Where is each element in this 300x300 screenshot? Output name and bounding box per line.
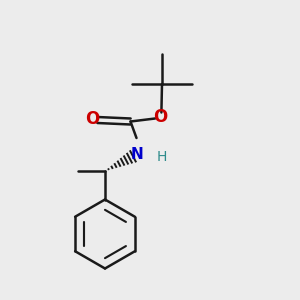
Text: N: N: [130, 147, 143, 162]
Text: O: O: [153, 108, 168, 126]
Text: H: H: [157, 150, 167, 164]
Text: O: O: [85, 110, 99, 128]
